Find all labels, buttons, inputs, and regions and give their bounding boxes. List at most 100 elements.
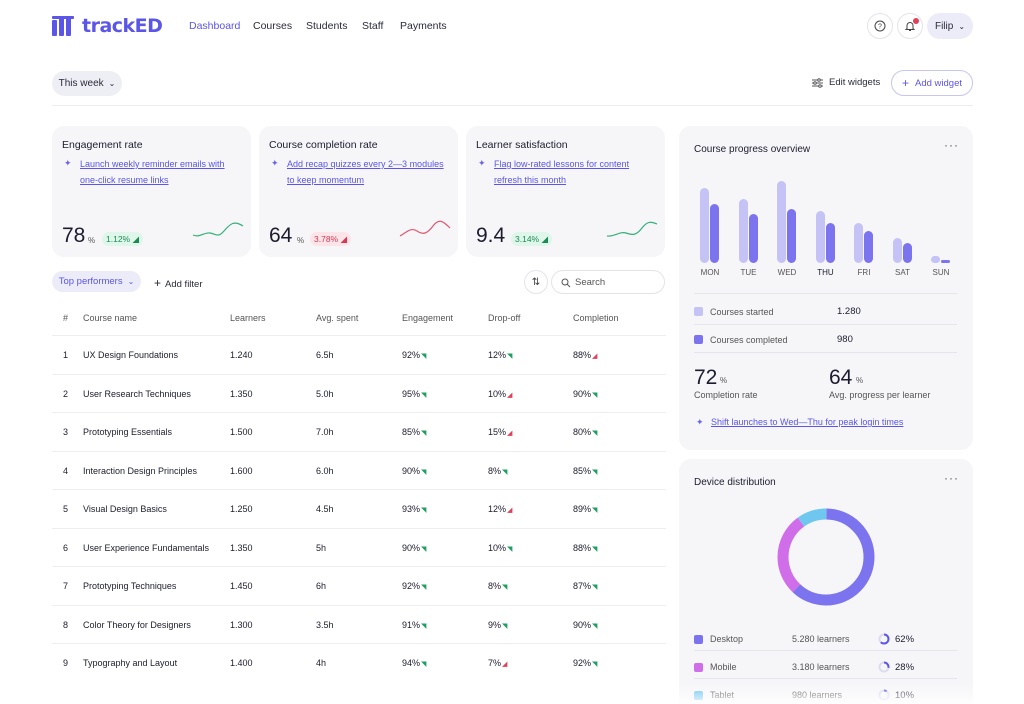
bell-icon [904, 22, 916, 31]
add-widget-button[interactable]: + Add widget [891, 70, 973, 96]
trend-up-icon: ◥ [592, 622, 598, 630]
edit-widgets-label: Edit widgets [829, 77, 881, 88]
col-engagement[interactable]: Engagement [402, 313, 454, 323]
chevron-down-icon: ⌄ [958, 21, 966, 31]
row-completion-text: 89% [573, 504, 592, 514]
row-drop-off: 8%◥ [488, 581, 507, 591]
legend-divider [694, 324, 957, 325]
bar-started-sat[interactable] [892, 237, 902, 263]
donut-slice-tablet[interactable] [777, 508, 875, 606]
row-learners: 1.250 [230, 504, 253, 514]
bar-completed-sun[interactable] [941, 259, 950, 263]
table-row[interactable]: 3 Prototyping Essentials 1.500 7.0h 85%◥ 15%◢… [52, 412, 666, 450]
row-completion: 90%◥ [573, 620, 597, 630]
row-learners: 1.500 [230, 427, 253, 437]
row-index: 4 [63, 466, 68, 476]
row-course-name-text: Typography and Layout [83, 658, 178, 668]
sparkline [192, 222, 244, 237]
bar-completed-wed[interactable] [787, 208, 796, 263]
trend-up-icon: ◥ [507, 353, 513, 360]
chart-divider [694, 293, 957, 294]
help-button[interactable]: ? [867, 13, 893, 39]
table-row[interactable]: 4 Interaction Design Principles 1.600 6.0h 9… [52, 450, 666, 489]
kpi-title: Course completion rate [269, 139, 378, 151]
sparkle-icon: ✦ [271, 158, 279, 168]
nav-dashboard[interactable]: Dashboard [189, 20, 241, 32]
table-row[interactable]: 8 Color Theory for Designers 1.300 3.5h 91%◥… [52, 604, 666, 643]
col-drop-off[interactable]: Drop-off [488, 313, 521, 323]
bar-started-wed[interactable] [777, 181, 786, 263]
table-row[interactable]: 6 User Experience Fundamentals 1.350 5h 90%◥… [52, 527, 666, 566]
row-avg-spent-text: 4.5h [316, 504, 334, 514]
device-name: Mobile [710, 662, 737, 672]
col-course-name[interactable]: Course name [83, 313, 138, 323]
kpi-satisfaction-card: Learner satisfaction ✦ Flag low-rated le… [466, 126, 665, 257]
row-engagement-text: 92% [402, 581, 421, 591]
row-completion-text: 92% [573, 658, 592, 668]
row-engagement-text: 93% [402, 504, 421, 514]
kpi-tip-link[interactable]: Add recap quizzes every 2—3 modules to k… [287, 159, 444, 185]
logo[interactable]: trackED [52, 14, 163, 38]
segment-select[interactable]: Top performers ⌄ [52, 271, 141, 292]
table-row[interactable]: 7 Prototyping Techniques 1.450 6h 92%◥ 8%◥ 87%… [52, 566, 666, 604]
nav-staff[interactable]: Staff [362, 20, 384, 32]
progress-tip-link[interactable]: Shift launches to Wed—Thu for peak login… [711, 417, 904, 427]
edit-widgets-button[interactable]: Edit widgets [812, 77, 880, 88]
bar-started-tue[interactable] [738, 199, 748, 263]
col-avg-spent[interactable]: Avg. spent [316, 313, 359, 323]
row-engagement-text: 91% [402, 619, 421, 630]
row-course-name: User Research Techniques [83, 389, 191, 399]
kpi-change-badge: 3.14% ◢ [511, 232, 553, 246]
sliders-icon [812, 77, 823, 88]
trend-up-icon: ◥ [421, 622, 427, 630]
bar-completed-tue[interactable] [748, 213, 758, 263]
notifications-button[interactable] [897, 13, 923, 39]
col-completion[interactable]: Completion [573, 313, 619, 323]
user-menu[interactable]: Filip ⌄ [927, 13, 973, 39]
bar-completed-mon[interactable] [710, 203, 719, 263]
nav-payments[interactable]: Payments [400, 20, 447, 32]
add-filter-button[interactable]: + Add filter [154, 276, 203, 290]
row-learners-text: 1.600 [230, 465, 253, 476]
search-input[interactable]: Search [551, 270, 665, 294]
kpi-title: Engagement rate [62, 139, 143, 151]
more-icon[interactable]: ··· [944, 471, 959, 485]
kpi-tip-link[interactable]: Flag low-rated lessons for content refre… [494, 159, 630, 185]
table-row[interactable]: 9 Typography and Layout 1.400 4h 94%◥ 7%◢ 92%◥ [52, 643, 666, 681]
row-learners: 1.450 [230, 581, 253, 591]
row-completion-text: 88% [573, 350, 592, 360]
legend-divider [694, 352, 957, 353]
trend-up-icon: ◥ [502, 468, 508, 476]
trend-up-icon: ◥ [502, 584, 508, 591]
table-row[interactable]: 5 Visual Design Basics 1.250 4.5h 93%◥ 12%◢ 89… [52, 489, 666, 527]
sort-button[interactable]: ⇅ [524, 270, 548, 294]
col-learners[interactable]: Learners [230, 313, 266, 323]
row-drop-off-text: 7% [488, 658, 502, 668]
trend-up-icon: ◥ [421, 661, 427, 668]
period-select[interactable]: This week ⌄ [52, 71, 122, 96]
table-row[interactable]: 2 User Research Techniques 1.350 5.0h 95%◥ 10… [52, 373, 666, 412]
kpi-tip-link[interactable]: Launch weekly reminder emails with one-c… [80, 159, 225, 185]
device-donut-chart [777, 508, 875, 606]
row-course-name: Prototyping Techniques [83, 581, 176, 591]
row-drop-off-text: 10% [488, 388, 507, 399]
bar-completed-thu[interactable] [825, 222, 835, 263]
donut-slice-mobile[interactable] [777, 508, 875, 606]
bar-completed-fri[interactable] [864, 231, 873, 263]
row-learners-text: 1.400 [230, 658, 253, 668]
nav-courses[interactable]: Courses [253, 20, 293, 32]
row-course-name: UX Design Foundations [83, 350, 178, 360]
row-engagement: 91%◥ [402, 620, 426, 630]
bar-started-fri[interactable] [854, 222, 863, 263]
bar-started-sun[interactable] [931, 256, 940, 263]
bar-completed-sat[interactable] [902, 243, 912, 263]
row-learners: 1.350 [230, 543, 253, 553]
nav-students[interactable]: Students [306, 20, 348, 32]
bar-started-mon[interactable] [700, 187, 709, 263]
table-row[interactable]: 1 UX Design Foundations 1.240 6.5h 92%◥ 12%◥ 8… [52, 335, 666, 373]
donut-slice-desktop[interactable] [777, 508, 875, 606]
row-course-name: Visual Design Basics [83, 504, 167, 514]
bar-started-thu[interactable] [815, 211, 825, 263]
row-drop-off-text: 9% [488, 619, 502, 630]
more-icon[interactable]: ··· [944, 138, 959, 152]
